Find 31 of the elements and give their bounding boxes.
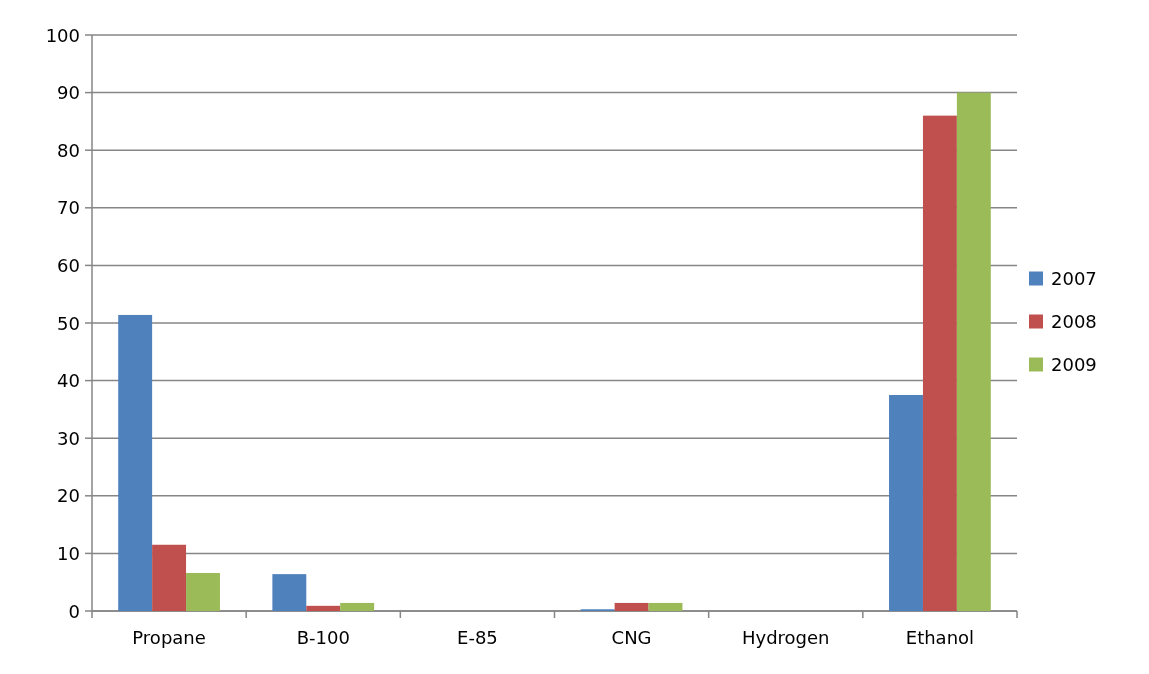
x-tick-label: E-85 [457, 627, 498, 648]
y-tick-label: 10 [57, 542, 80, 564]
bar [306, 605, 341, 611]
y-tick-label: 100 [45, 24, 80, 46]
y-tick-label: 40 [57, 370, 80, 392]
y-tick-label: 20 [57, 485, 80, 507]
bar [152, 544, 187, 611]
legend-label: 2007 [1051, 268, 1097, 289]
bar [272, 574, 307, 611]
bar [186, 572, 220, 611]
bar [614, 602, 649, 611]
bar [956, 92, 991, 611]
y-tick-label: 60 [57, 254, 80, 276]
x-tick-label: Ethanol [905, 627, 975, 648]
y-tick-label: 0 [68, 600, 80, 622]
x-tick-label: Propane [132, 627, 206, 648]
legend-label: 2008 [1051, 311, 1097, 332]
x-tick-label: B-100 [296, 627, 350, 648]
legend-label: 2009 [1051, 354, 1097, 375]
bar [889, 395, 923, 611]
bar [340, 602, 375, 611]
y-tick-label: 90 [57, 82, 80, 104]
bar [648, 602, 683, 611]
bar [922, 115, 957, 611]
x-tick-label: CNG [611, 627, 652, 648]
bar [118, 314, 153, 611]
y-tick-label: 30 [57, 427, 80, 449]
y-tick-label: 80 [57, 139, 80, 161]
y-tick-label: 70 [57, 197, 80, 219]
x-tick-label: Hydrogen [741, 627, 830, 648]
y-tick-label: 50 [57, 312, 80, 334]
